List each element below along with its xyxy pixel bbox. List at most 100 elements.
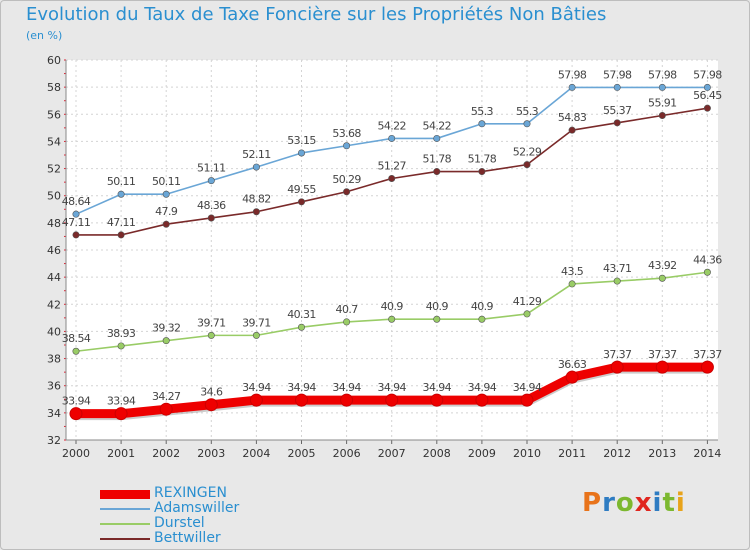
- legend-label: Bettwiller: [154, 530, 221, 546]
- x-tick-label: 2010: [513, 447, 541, 460]
- data-label: 51.78: [423, 153, 452, 166]
- data-label: 54.83: [558, 111, 587, 124]
- data-point: [117, 190, 125, 198]
- data-point: [162, 190, 170, 198]
- logo-letter: i: [675, 488, 686, 518]
- data-point: [700, 360, 714, 374]
- y-tick-label: 60: [47, 54, 61, 67]
- data-point: [568, 83, 576, 91]
- data-point: [249, 393, 263, 407]
- y-tick-label: 36: [47, 380, 61, 393]
- data-label: 34.94: [377, 381, 406, 394]
- data-point: [613, 277, 621, 285]
- data-point: [478, 315, 486, 323]
- data-label: 43.5: [561, 265, 584, 278]
- data-label: 51.78: [468, 153, 497, 166]
- data-point: [343, 142, 351, 150]
- data-point: [610, 360, 624, 374]
- data-point: [297, 198, 305, 206]
- legend-label: Durstel: [154, 515, 205, 531]
- data-point: [433, 315, 441, 323]
- data-label: 34.94: [242, 381, 271, 394]
- data-label: 38.93: [107, 327, 136, 340]
- data-point: [658, 83, 666, 91]
- data-label: 47.11: [107, 216, 136, 229]
- data-label: 47.11: [62, 216, 91, 229]
- x-tick-label: 2006: [333, 447, 361, 460]
- data-point: [207, 214, 215, 222]
- data-point: [343, 188, 351, 196]
- x-tick-label: 2009: [468, 447, 496, 460]
- logo-letter: P: [582, 488, 603, 518]
- x-tick-label: 2007: [378, 447, 406, 460]
- y-tick-label: 44: [47, 271, 61, 284]
- data-label: 34.27: [152, 390, 181, 403]
- x-tick-label: 2003: [197, 447, 225, 460]
- data-label: 57.98: [693, 68, 722, 81]
- y-tick-label: 58: [47, 81, 61, 94]
- data-label: 44.36: [693, 253, 722, 266]
- data-point: [114, 407, 128, 421]
- data-point: [613, 119, 621, 127]
- logo-letter: x: [634, 488, 653, 518]
- data-point: [117, 342, 125, 350]
- data-label: 40.9: [471, 300, 494, 313]
- data-label: 34.94: [287, 381, 316, 394]
- data-label: 39.32: [152, 322, 181, 335]
- data-label: 57.98: [603, 68, 632, 81]
- y-tick-label: 42: [47, 298, 61, 311]
- legend-swatch: [100, 489, 150, 499]
- data-point: [568, 126, 576, 134]
- y-tick-label: 50: [47, 190, 61, 203]
- data-point: [388, 134, 396, 142]
- data-point: [252, 163, 260, 171]
- logo-letter: o: [615, 488, 635, 518]
- data-label: 51.11: [197, 162, 226, 175]
- data-label: 57.98: [558, 68, 587, 81]
- legend-swatch: [100, 508, 150, 510]
- y-tick-label: 54: [47, 135, 61, 148]
- data-label: 40.7: [336, 303, 359, 316]
- data-point: [430, 393, 444, 407]
- logo-letter: t: [662, 488, 676, 518]
- data-point: [207, 331, 215, 339]
- legend-swatch: [100, 523, 150, 525]
- data-label: 52.29: [513, 146, 542, 159]
- data-point: [703, 104, 711, 112]
- data-point: [658, 274, 666, 282]
- data-label: 37.37: [693, 348, 722, 361]
- data-label: 50.29: [332, 173, 361, 186]
- data-point: [159, 402, 173, 416]
- data-point: [478, 168, 486, 176]
- data-point: [162, 337, 170, 345]
- x-tick-label: 2014: [693, 447, 721, 460]
- y-tick-label: 52: [47, 163, 61, 176]
- data-point: [388, 315, 396, 323]
- data-label: 54.22: [423, 119, 452, 132]
- unit-label: (en %): [26, 29, 63, 42]
- data-label: 34.94: [468, 381, 497, 394]
- y-tick-label: 40: [47, 325, 61, 338]
- data-label: 38.54: [62, 332, 91, 345]
- data-label: 34.94: [513, 381, 542, 394]
- data-label: 40.9: [381, 300, 404, 313]
- data-label: 39.71: [242, 316, 271, 329]
- data-point: [162, 220, 170, 228]
- data-label: 41.29: [513, 295, 542, 308]
- chart-title: Evolution du Taux de Taxe Foncière sur l…: [26, 4, 607, 25]
- legend-label: Adamswiller: [154, 500, 240, 516]
- data-label: 34.6: [200, 386, 223, 399]
- x-tick-label: 2001: [107, 447, 135, 460]
- data-label: 43.92: [648, 259, 677, 272]
- data-label: 36.63: [558, 358, 587, 371]
- legend-swatch: [100, 538, 150, 540]
- data-point: [388, 174, 396, 182]
- data-label: 52.11: [242, 148, 271, 161]
- data-label: 51.27: [377, 159, 406, 172]
- data-point: [523, 310, 531, 318]
- data-label: 34.94: [332, 381, 361, 394]
- x-tick-label: 2004: [242, 447, 270, 460]
- data-label: 55.3: [471, 105, 494, 118]
- data-point: [252, 331, 260, 339]
